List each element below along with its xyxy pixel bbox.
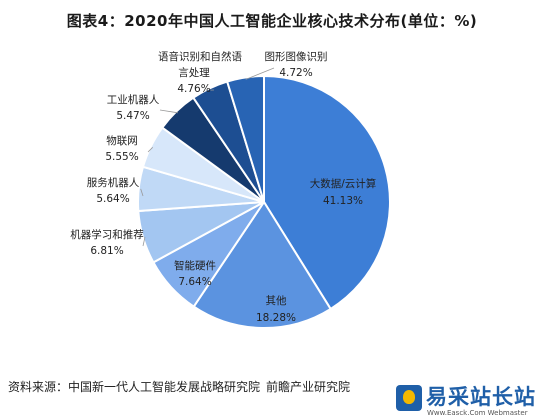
leader-line-6 — [159, 109, 178, 114]
label-big-data-value: 41.13% — [323, 195, 363, 207]
leader-line-4 — [140, 188, 144, 197]
leader-lines — [140, 67, 275, 247]
site-logo: 易采站长站 Www.Easck.Com Webmaster — [394, 381, 544, 420]
logo-badge-icon — [396, 385, 422, 411]
logo-text: 易采站长站 — [426, 385, 536, 409]
source-prefix: 资料来源： — [8, 380, 69, 394]
label-iot-value: 5.55% — [105, 151, 138, 163]
leader-line-8 — [245, 67, 275, 80]
pie-slice-8 — [225, 74, 265, 203]
label-other-value: 18.28% — [256, 312, 296, 324]
label-image-name: 图形图像识别 — [265, 51, 328, 63]
label-image-value: 4.72% — [279, 67, 312, 79]
label-hardware-value: 7.64% — [178, 276, 211, 288]
label-industrial-robot-value: 5.47% — [116, 110, 149, 122]
label-hardware-name: 智能硬件 — [174, 259, 216, 272]
pie-slice-1 — [192, 200, 333, 329]
label-service-robot-name: 服务机器人 — [87, 176, 140, 189]
source-org2: 前瞻产业研究院 — [266, 380, 351, 394]
label-service-robot-value: 5.64% — [96, 193, 129, 205]
label-speech-line1: 语音识别和自然语 — [158, 50, 242, 63]
leader-line-5 — [147, 147, 153, 153]
label-speech-value: 4.76% — [177, 83, 210, 95]
label-industrial-robot-name: 工业机器人 — [107, 93, 160, 106]
label-ml-name: 机器学习和推荐 — [70, 228, 144, 241]
label-other-name: 其他 — [266, 294, 287, 307]
label-speech-line2: 言处理 — [178, 66, 210, 79]
source-org1: 中国新一代人工智能发展战略研究院 — [68, 380, 261, 394]
pie-slices — [136, 74, 391, 329]
label-ml-value: 6.81% — [90, 245, 123, 257]
source-note: 资料来源：中国新一代人工智能发展战略研究院 前瞻产业研究院 — [8, 378, 350, 395]
leader-line-3 — [142, 236, 146, 247]
logo-url: Www.Easck.Com Webmaster — [427, 409, 528, 417]
chart-title: 图表4：2020年中国人工智能企业核心技术分布(单位：%) — [66, 12, 478, 30]
label-iot-name: 物联网 — [106, 134, 138, 147]
label-big-data-name: 大数据/云计算 — [310, 177, 377, 190]
